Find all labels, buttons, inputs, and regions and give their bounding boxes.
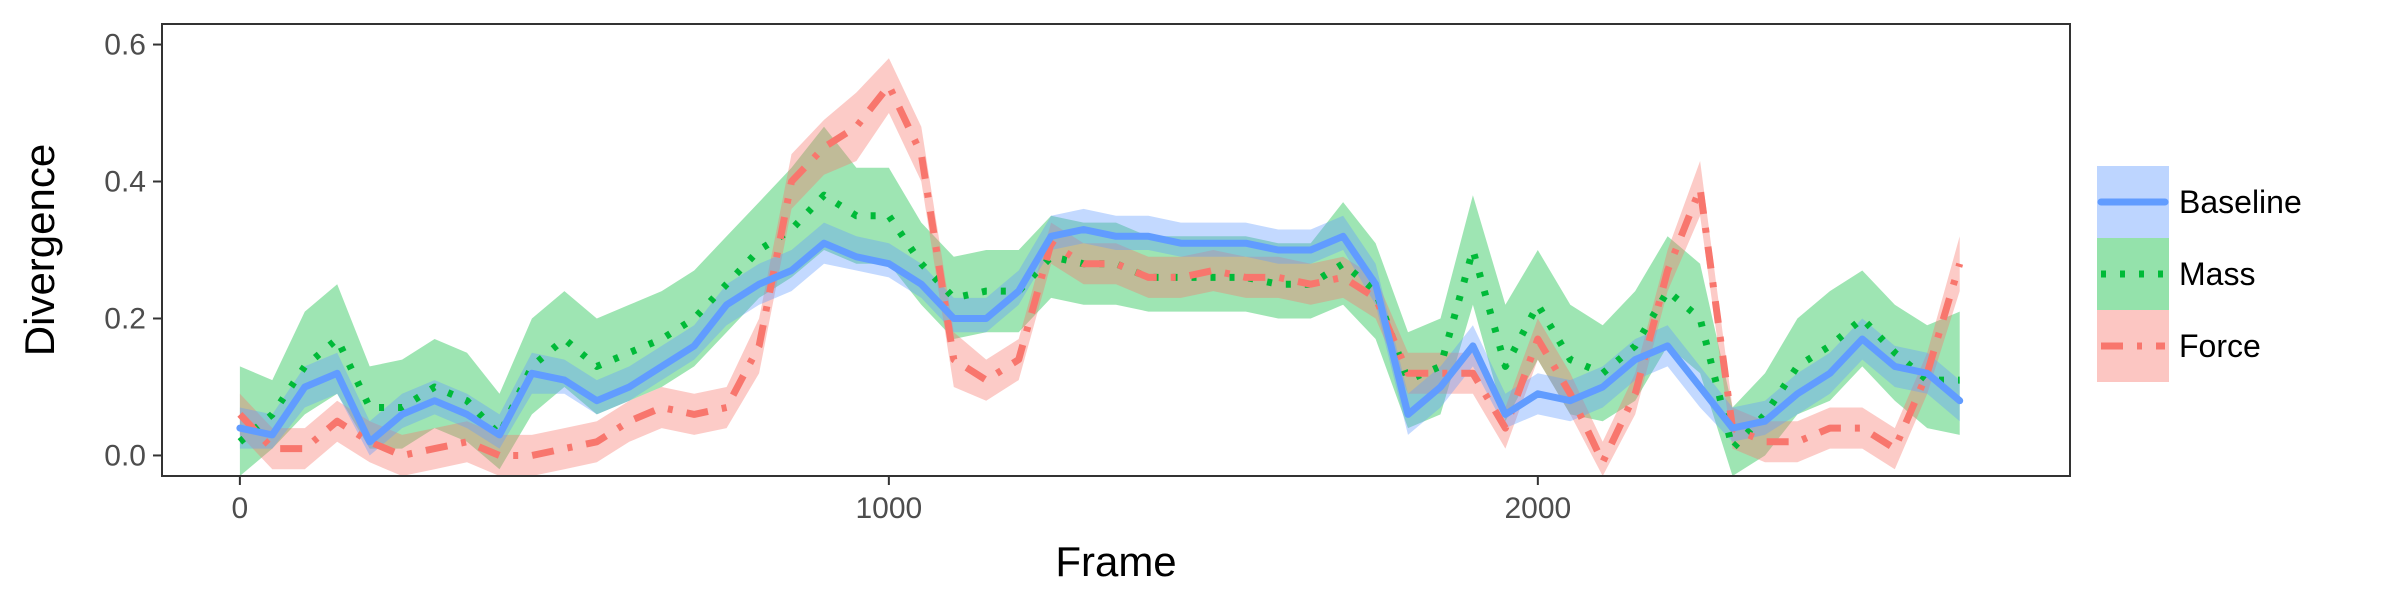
y-axis-title: Divergence (16, 144, 63, 356)
legend-item-force: Force (2097, 310, 2261, 382)
y-tick-label: 0.0 (104, 439, 146, 472)
legend-item-baseline: Baseline (2097, 166, 2302, 238)
legend: Baseline Mass Force (2097, 166, 2302, 382)
x-tick-label: 1000 (855, 492, 922, 525)
line-baseline (236, 226, 1964, 446)
x-axis: 0 1000 2000 (232, 476, 1571, 525)
x-axis-title: Frame (1055, 538, 1176, 585)
band-baseline (239, 208, 1960, 456)
legend-label-mass: Mass (2179, 256, 2255, 292)
y-axis: 0.0 0.2 0.4 0.6 (104, 29, 162, 472)
legend-item-mass: Mass (2097, 238, 2255, 310)
series-lines (236, 82, 1964, 466)
legend-key-mass (2097, 238, 2169, 310)
legend-label-force: Force (2179, 328, 2261, 364)
plot-panel-border (161, 23, 2071, 477)
x-tick-label: 0 (232, 492, 249, 525)
band-mass (239, 126, 1960, 476)
y-tick-label: 0.2 (104, 302, 146, 335)
y-tick-label: 0.4 (104, 166, 146, 199)
line-force (237, 82, 1964, 466)
x-tick-label: 2000 (1504, 492, 1571, 525)
y-tick-label: 0.6 (104, 29, 146, 62)
legend-label-baseline: Baseline (2179, 184, 2302, 220)
